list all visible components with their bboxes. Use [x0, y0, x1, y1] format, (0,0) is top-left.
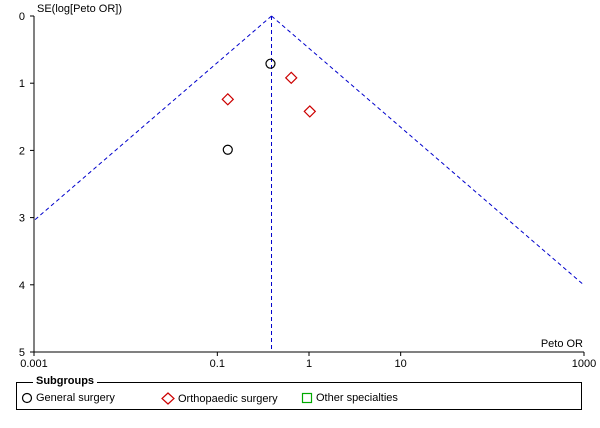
data-point-diamond: [221, 92, 235, 106]
x-tick-label: 0.1: [210, 358, 225, 370]
funnel-right-line: [271, 15, 585, 286]
legend-title: Subgroups: [33, 375, 98, 387]
y-tick-label: 2: [19, 145, 25, 157]
y-axis-label: SE(log[Peto OR]): [37, 3, 122, 15]
axes: 0 1 2 3 4 50.001 0.1 1 10 1000: [19, 11, 596, 370]
legend-item-other-specialties: Other specialties: [301, 392, 398, 405]
data-points: [221, 58, 317, 155]
x-tick-label: 1: [306, 358, 312, 370]
y-tick-label: 3: [19, 213, 25, 225]
funnel-lines: [33, 15, 585, 352]
circle-marker-icon: [21, 392, 33, 404]
legend: Subgroups General surgery Orthopaedic su…: [16, 375, 582, 410]
legend-item-orthopaedic-surgery: Orthopaedic surgery: [161, 392, 278, 406]
legend-label: General surgery: [36, 392, 115, 404]
legend-label: Other specialties: [316, 392, 398, 404]
data-point-circle: [265, 58, 276, 69]
data-point-diamond: [303, 105, 317, 118]
x-axis-label: Peto OR: [541, 338, 583, 350]
data-point-circle: [222, 144, 233, 155]
diamond-marker-icon: [161, 392, 175, 405]
x-tick-label: 10: [395, 358, 407, 370]
y-tick-label: 5: [19, 347, 25, 359]
y-tick-label: 0: [19, 11, 25, 23]
funnel-plot: 0 1 2 3 4 50.001 0.1 1 10 1000 SE(log[Peto OR]) P…: [19, 3, 596, 370]
square-marker-icon: [301, 392, 313, 404]
y-tick-label: 4: [19, 280, 25, 292]
legend-item-general-surgery: General surgery: [21, 392, 115, 405]
x-tick-label: 1000: [572, 358, 596, 370]
y-tick-label: 1: [19, 78, 25, 90]
x-tick-label: 0.001: [20, 358, 48, 370]
funnel-left-line: [33, 15, 272, 221]
data-point-diamond: [284, 71, 298, 85]
legend-label: Orthopaedic surgery: [178, 393, 278, 405]
